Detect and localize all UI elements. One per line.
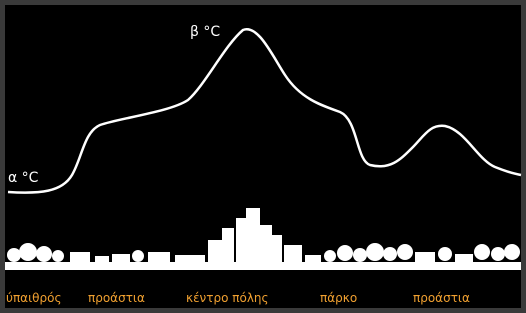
zone-label: κέντρο πόλης [186, 291, 269, 305]
zone-label: πάρκο [320, 291, 357, 305]
peak-label: β °C [190, 24, 220, 40]
base-label: α °C [8, 170, 39, 186]
heat-island-diagram: β °C α °C ύπαιθρός προάστια κέντρο πόλης… [0, 0, 526, 313]
zone-label: ύπαιθρός [6, 291, 61, 305]
zone-label: προάστια [413, 291, 470, 305]
zone-label: προάστια [88, 291, 145, 305]
